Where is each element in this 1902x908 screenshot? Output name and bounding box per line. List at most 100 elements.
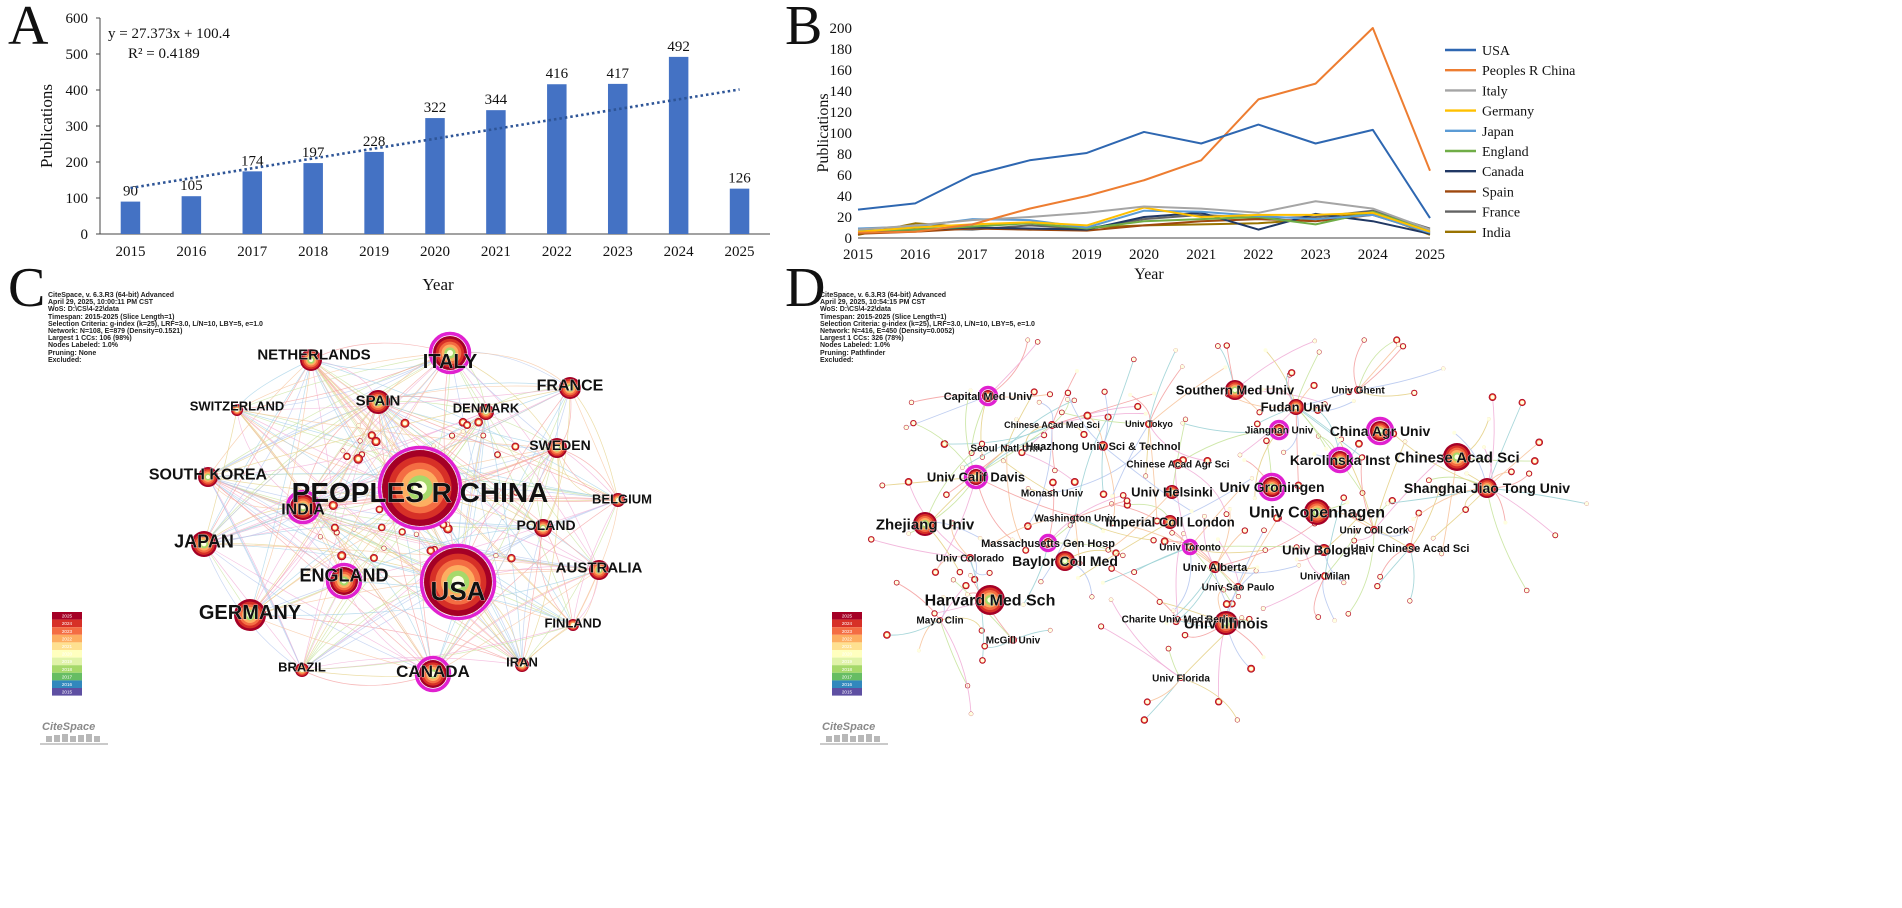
legend-year-swatch — [52, 642, 82, 650]
y-tick-label: 0 — [81, 227, 89, 243]
network-node — [931, 610, 938, 617]
network-edge — [236, 352, 451, 411]
node-core — [1109, 597, 1114, 602]
network-node — [1351, 537, 1358, 544]
node-core — [1077, 561, 1082, 566]
node-core — [352, 527, 357, 532]
network-node — [1153, 517, 1161, 525]
network-node — [1335, 433, 1340, 438]
node-core — [1065, 390, 1070, 395]
node-core — [1145, 699, 1150, 704]
node-core — [965, 592, 970, 597]
node-core — [1346, 611, 1351, 616]
citespace-logo: CiteSpace — [822, 721, 875, 733]
network-node — [1253, 420, 1261, 428]
node-core — [941, 595, 946, 600]
network-edge — [1409, 547, 1415, 602]
network-edge — [572, 499, 619, 626]
network-node — [1337, 438, 1342, 443]
network-node — [966, 554, 974, 562]
node-centrality-ring — [428, 331, 472, 375]
node-centrality-ring — [1365, 416, 1395, 446]
node-core — [987, 570, 992, 575]
network-node — [1225, 380, 1245, 400]
node-core — [1162, 539, 1167, 544]
network-node — [1488, 393, 1497, 401]
network-node — [1260, 387, 1265, 392]
network-edge — [1175, 566, 1216, 623]
network-edge — [1074, 517, 1081, 564]
network-node — [867, 536, 875, 543]
network-node — [1535, 438, 1543, 447]
network-node — [511, 442, 520, 451]
node-core — [1316, 615, 1321, 620]
node-label-spain: SPAIN — [356, 392, 401, 409]
network-node — [493, 553, 499, 559]
node-label-canada: CANADA — [396, 662, 470, 681]
network-node — [1407, 598, 1413, 604]
node-core — [1337, 438, 1342, 443]
legend-year-swatch — [52, 680, 82, 688]
node-core — [906, 531, 911, 536]
network-node — [968, 388, 973, 393]
network-node — [908, 399, 915, 406]
network-node — [1355, 439, 1363, 448]
network-edge — [1002, 460, 1053, 494]
node-core — [950, 521, 955, 526]
bar-2018 — [303, 163, 323, 234]
network-edge — [935, 555, 971, 573]
network-edge — [207, 476, 600, 571]
node-core — [1431, 536, 1436, 541]
network-node — [1411, 389, 1418, 397]
logo-block — [866, 734, 872, 742]
network-node — [428, 331, 472, 375]
network-node — [1202, 513, 1207, 519]
logo-block — [70, 736, 76, 742]
network-node — [480, 432, 487, 439]
network-edge — [1171, 532, 1239, 588]
network-node — [1181, 631, 1189, 639]
node-core — [1025, 338, 1030, 342]
node-core — [963, 583, 968, 588]
network-node — [1374, 583, 1381, 590]
bar-value-label: 322 — [424, 100, 447, 116]
network-edge — [939, 619, 972, 714]
network-edge — [1051, 370, 1078, 426]
bar-value-label: 90 — [123, 184, 138, 200]
node-core — [1110, 494, 1115, 499]
network-edge — [236, 352, 451, 411]
node-core — [1215, 537, 1220, 542]
citespace-logo: CiteSpace — [42, 721, 95, 733]
network-edge — [236, 409, 523, 666]
network-edge — [1006, 447, 1027, 551]
x-tick-label: 2019 — [1072, 247, 1102, 263]
node-core — [1296, 563, 1301, 568]
bar-value-label: 105 — [180, 178, 203, 194]
network-node — [1411, 517, 1416, 522]
network-edge — [944, 424, 1053, 445]
x-tick-label: 2024 — [664, 244, 695, 260]
legend-year-label: 2020 — [62, 652, 73, 657]
legend-year-label: 2019 — [62, 659, 73, 664]
node-core — [1355, 528, 1360, 533]
node-core — [942, 441, 947, 446]
network-node — [1173, 459, 1183, 469]
network-node — [375, 505, 384, 514]
network-node — [413, 531, 419, 537]
network-edge — [1322, 575, 1336, 621]
network-node — [1268, 419, 1290, 441]
y-tick-label: 100 — [66, 191, 89, 207]
node-core — [916, 648, 921, 653]
network-node — [962, 581, 970, 590]
node-core — [1322, 548, 1326, 552]
network-edge — [1324, 530, 1358, 577]
network-node — [1098, 441, 1108, 451]
network-edge — [449, 352, 600, 571]
network-edge — [987, 339, 1029, 397]
legend-year-swatch — [52, 688, 82, 696]
network-node — [1189, 509, 1194, 514]
network-node — [1156, 598, 1163, 605]
node-core — [1120, 553, 1125, 558]
node-core — [1224, 343, 1229, 348]
network-node — [1014, 417, 1019, 422]
